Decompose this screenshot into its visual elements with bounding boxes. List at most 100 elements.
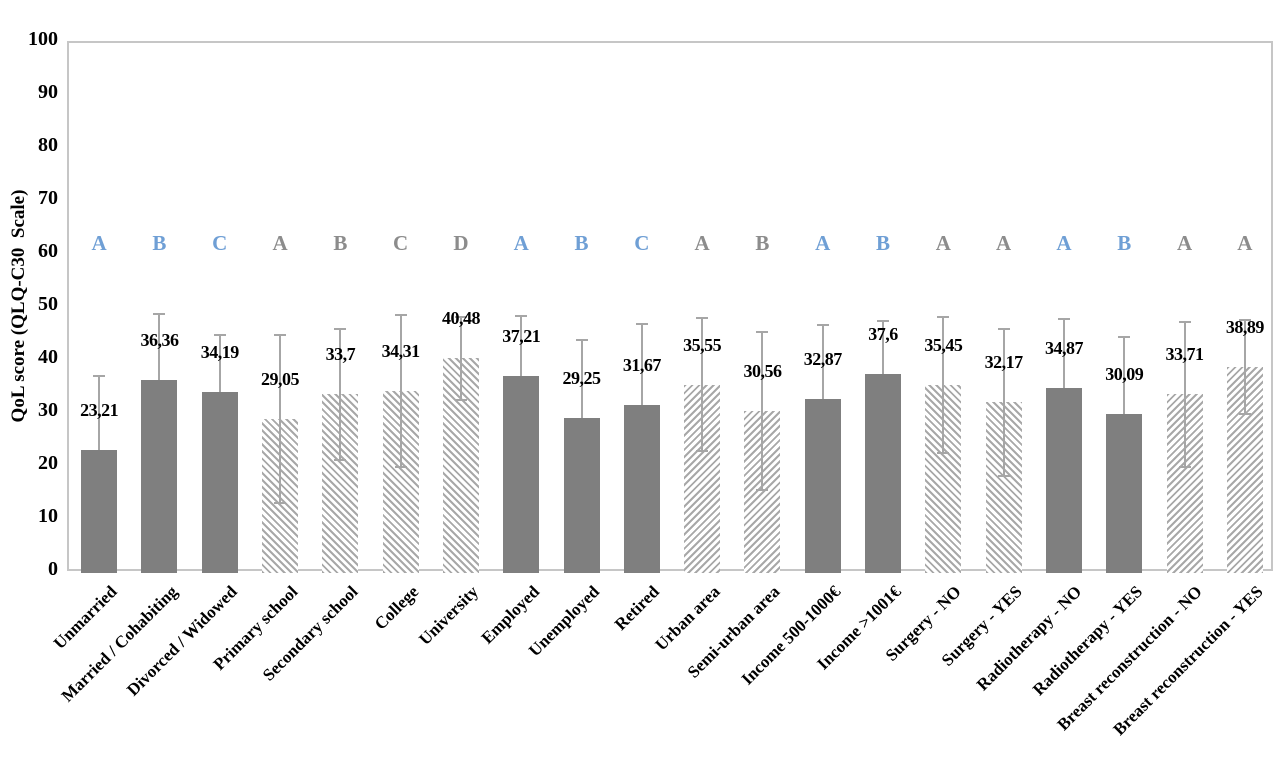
significance-letter: A [513,231,529,256]
y-tick-label: 90 [38,81,58,103]
error-bar-top-cap [454,315,467,318]
bar [503,375,540,573]
error-bar-line [821,325,824,399]
error-bar-top-cap [153,312,166,315]
error-bar-line [640,324,643,406]
significance-letter: C [393,231,409,256]
error-bar-line [158,313,161,381]
error-bar-top-cap [515,314,528,317]
bar [1106,413,1143,573]
error-bar-top-cap [756,331,769,334]
error-bar-line [339,329,342,460]
error-bar-bottom-cap [274,502,287,505]
bar [865,373,902,573]
error-bar-top-cap [1238,319,1251,322]
value-label: 23,21 [80,399,119,420]
value-label: 38,89 [1225,316,1265,337]
error-bar-bottom-cap [756,489,769,491]
significance-letter: A [1176,231,1193,256]
value-label: 33,71 [1165,344,1205,365]
error-bar-top-cap [213,333,226,336]
error-bar-bottom-cap [1178,465,1191,468]
significance-letter: B [755,231,770,256]
y-tick-label: 30 [38,399,58,421]
significance-letter: B [333,231,348,256]
value-label: 34,31 [381,341,421,362]
error-bar-top-cap [816,324,829,327]
y-tick-label: 60 [38,240,58,262]
significance-letter: B [152,231,167,256]
y-tick-label: 10 [38,505,58,527]
bar [141,380,178,573]
error-bar-line [1002,329,1005,476]
error-bar-top-cap [1178,320,1191,323]
significance-letter: D [453,231,469,256]
error-bar-bottom-cap [334,458,347,461]
bar [81,449,118,573]
x-tick-label: Radiotherapy - YES [1028,582,1146,700]
significance-letter: A [996,231,1012,256]
bar [201,391,238,573]
value-label: 30,56 [743,361,782,382]
value-label: 34,87 [1044,338,1084,359]
value-label: 29,25 [562,367,602,388]
significance-letter: A [272,231,288,256]
bar [1045,388,1082,573]
value-label: 37,21 [502,325,541,346]
error-bar-line [1243,320,1246,414]
error-bar-line [1062,319,1065,389]
y-tick-label: 80 [38,134,58,156]
error-bar-line [279,334,282,504]
value-label: 36,36 [140,330,179,351]
error-bar-top-cap [877,320,890,323]
value-label: 35,55 [683,334,722,355]
bar [563,417,600,573]
error-bar-top-cap [937,315,950,318]
value-label: 35,45 [924,335,963,356]
x-tick-label: Married / Cohabiting [57,582,181,706]
significance-letter: B [1117,231,1132,256]
error-bar-top-cap [1057,318,1070,321]
significance-letter: A [815,231,831,256]
significance-letter: C [634,231,650,256]
y-tick-label: 100 [28,28,58,50]
significance-letter: A [91,231,107,256]
error-bar-top-cap [997,328,1010,331]
error-bar-top-cap [635,323,648,326]
error-bar-top-cap [575,338,588,341]
x-tick-label: College [370,582,423,634]
y-tick-label: 40 [38,346,58,368]
significance-letter: A [935,231,951,256]
value-label: 33,7 [325,344,356,365]
error-bar-top-cap [394,314,407,317]
error-bar-line [520,315,523,376]
significance-letter: B [876,231,891,256]
plot-area: 23,21 A 36,36 B 34,19 C 29,05 A 33,7 B 34,31 C 40,48… [67,41,1273,573]
value-label: 32,17 [984,352,1024,373]
y-tick-label: 70 [38,187,58,209]
value-label: 31,67 [622,355,662,376]
significance-letter: A [1237,231,1253,256]
error-bar-line [218,334,221,392]
y-tick-label: 0 [48,558,58,580]
error-bar-line [942,316,945,454]
value-label: 30,09 [1105,363,1144,384]
significance-letter: B [574,231,589,256]
error-bar-top-cap [696,317,709,320]
bar [623,405,660,573]
x-tick-label: Divorced / Widowed [123,582,242,700]
y-tick-label: 50 [38,293,58,315]
bar [804,398,841,573]
value-label: 40,48 [441,308,481,329]
error-bar-line [882,321,885,374]
x-tick-label: Radiotherapy - NO [973,582,1086,695]
x-tick-label: University [415,582,483,649]
error-bar-line [761,332,764,490]
error-bar-line [459,316,462,401]
y-tick-label: 20 [38,452,58,474]
x-tick-label: Retired [611,582,664,634]
error-bar-bottom-cap [1238,412,1251,415]
significance-letter: A [694,231,710,256]
error-bar-bottom-cap [454,399,467,402]
